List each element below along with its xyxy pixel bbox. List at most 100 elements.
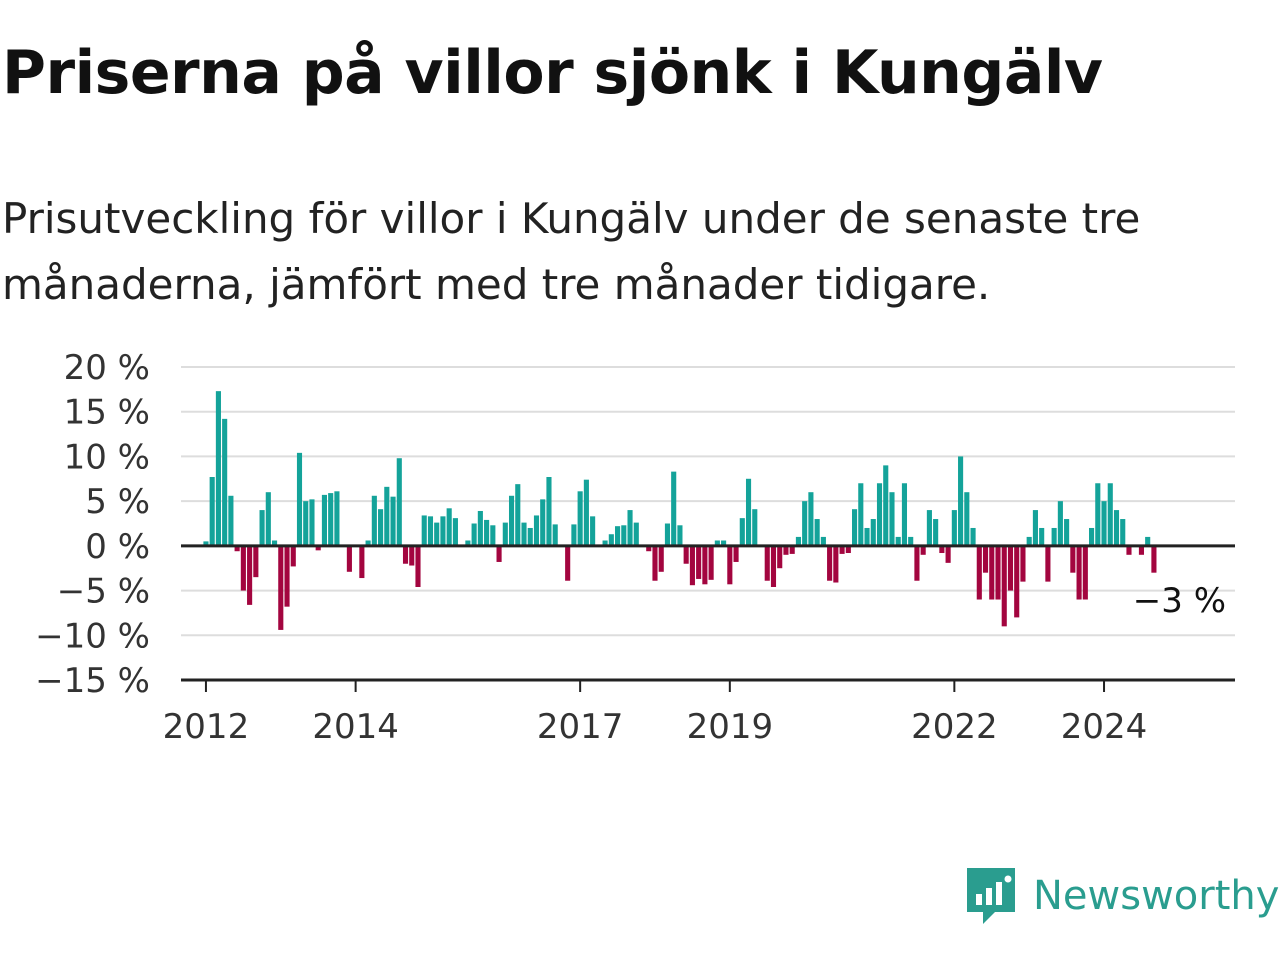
bar [228,495,234,546]
chart-title: Priserna på villor sjönk i Kungälv [2,38,1103,108]
bar [889,492,895,546]
bar [1026,536,1032,546]
bar [939,545,945,554]
last-value-label: −3 % [1133,581,1226,621]
bar [608,534,614,546]
bar [958,456,964,546]
bar [1088,527,1095,546]
bar [964,492,970,546]
x-axis-ticks: 2012 2014 2017 2019 2022 2024 [163,680,1148,747]
bar [671,471,677,546]
brand-logo[interactable]: Newsworthy [965,866,1279,926]
x-tick-label: 2012 [163,707,250,747]
bar [427,516,434,546]
bar [247,545,253,605]
bar [652,545,658,581]
bar [795,536,801,546]
bar [852,509,858,546]
bar [384,486,390,546]
bar [970,527,976,546]
bar [808,492,814,546]
chart-subtitle: Prisutveckling för villor i Kungälv unde… [2,194,1141,309]
bar [1151,545,1157,573]
bar [814,519,820,546]
bar [315,545,321,551]
bar [346,545,352,572]
bar [858,483,864,546]
bar [989,545,995,600]
bar [508,495,515,546]
bar [203,541,209,546]
bar [770,545,777,587]
bar [945,545,951,563]
y-axis-ticks: 20 % 15 %10 % 5 % 0 % −5 %−10 % −15 % [35,348,150,701]
bar [527,527,533,546]
x-tick-label: 2022 [911,707,998,747]
bar [1014,545,1020,618]
bar [290,545,296,567]
bar [1007,545,1014,591]
x-tick-label: 2019 [687,707,774,747]
bar [664,523,671,546]
bar [827,545,833,581]
bar [602,540,608,546]
bar [677,525,683,546]
bar [658,545,664,572]
bar [914,545,920,581]
bar [490,525,496,546]
bar [240,545,246,591]
bar [1070,545,1076,573]
bar [1120,519,1126,546]
bar [820,536,826,546]
y-tick-label: 15 % [64,393,150,433]
x-tick-label: 2024 [1061,707,1148,747]
bar [303,501,309,546]
bar [733,545,739,562]
bar [421,515,427,546]
bar [471,523,477,546]
y-tick-label: 0 % [85,527,150,567]
bar [783,545,789,555]
bar [1113,510,1120,546]
bars [203,391,1157,630]
brand-name: Newsworthy [1033,873,1280,919]
bar [633,522,639,546]
bar [209,476,215,546]
bar [321,494,328,546]
bar [365,540,371,546]
bar [1101,501,1107,546]
y-tick-label: −10 % [35,616,150,656]
bar [515,484,521,546]
bar [627,510,633,546]
bar [1126,545,1132,555]
bar [1095,483,1101,546]
bar [777,545,783,569]
bar [477,510,483,546]
bar [752,509,758,546]
bar [976,545,982,600]
bar [883,465,889,546]
bar [1107,483,1113,546]
bar [951,510,957,546]
bar [552,524,558,546]
bar [371,495,377,546]
bar [1020,545,1026,582]
bar [271,540,278,546]
bar [278,545,284,630]
bar [1138,545,1145,555]
bar [296,452,303,546]
bar [876,483,883,546]
bar [739,518,745,546]
bar [833,545,839,583]
bar [215,391,221,546]
bar [284,545,290,607]
bar [402,545,409,564]
bar [615,526,621,546]
bar [845,545,851,554]
bar [390,496,396,546]
bar [1064,519,1070,546]
bar [982,545,989,573]
bar [764,545,770,581]
bar [1001,545,1007,627]
